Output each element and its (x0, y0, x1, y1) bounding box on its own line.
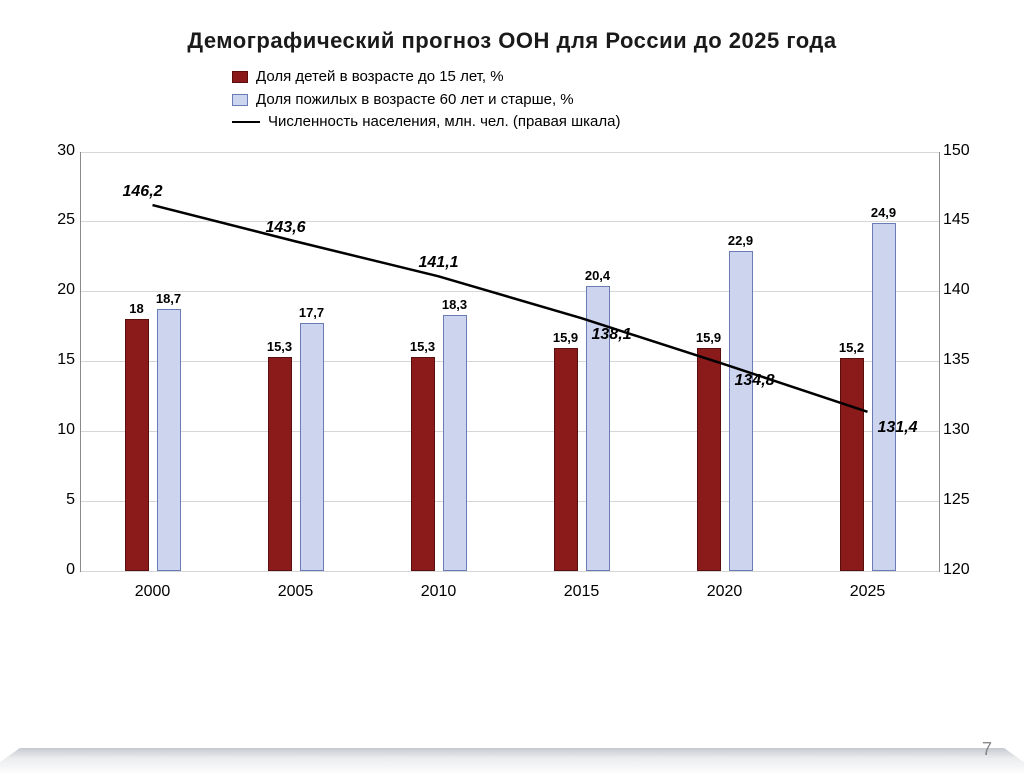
page-number: 7 (982, 739, 992, 760)
y-left-tick: 25 (47, 211, 75, 229)
gridline (81, 152, 939, 153)
bar-children (125, 319, 149, 570)
gridline (81, 571, 939, 572)
x-tick-label: 2015 (542, 583, 622, 601)
bar-children (268, 357, 292, 571)
bar-children-label: 15,9 (546, 330, 586, 345)
y-left-tick: 20 (47, 281, 75, 299)
population-label: 146,2 (123, 183, 163, 201)
bar-children (411, 357, 435, 571)
x-tick-label: 2000 (113, 583, 193, 601)
y-right-tick: 145 (943, 211, 983, 229)
legend-item-elderly: Доля пожилых в возрасте 60 лет и старше,… (232, 89, 792, 112)
y-left-tick: 10 (47, 421, 75, 439)
gridline (81, 361, 939, 362)
legend-label: Численность населения, млн. чел. (правая… (268, 111, 620, 134)
y-right-tick: 140 (943, 281, 983, 299)
children-swatch (232, 71, 248, 83)
y-right-tick: 130 (943, 421, 983, 439)
y-right-tick: 135 (943, 351, 983, 369)
bar-children-label: 15,3 (260, 339, 300, 354)
y-left-tick: 5 (47, 491, 75, 509)
x-tick-label: 2020 (685, 583, 765, 601)
legend-item-population: Численность населения, млн. чел. (правая… (232, 111, 792, 134)
y-left-tick: 30 (47, 142, 75, 160)
bar-children (554, 348, 578, 570)
elderly-swatch (232, 94, 248, 106)
bar-elderly-label: 18,3 (435, 297, 475, 312)
legend-label: Доля пожилых в возрасте 60 лет и старше,… (256, 89, 574, 112)
chart-title: Демографический прогноз ООН для России д… (20, 28, 1004, 54)
legend: Доля детей в возрасте до 15 лет, % Доля … (232, 66, 792, 134)
slide-shadow (0, 748, 1024, 775)
bar-elderly (300, 323, 324, 570)
gridline (81, 291, 939, 292)
x-tick-label: 2025 (828, 583, 908, 601)
bar-elderly (872, 223, 896, 571)
bar-elderly-label: 22,9 (721, 233, 761, 248)
bar-elderly-label: 18,7 (149, 291, 189, 306)
population-label: 143,6 (266, 219, 306, 237)
population-label: 138,1 (592, 326, 632, 344)
y-right-tick: 125 (943, 491, 983, 509)
bar-elderly-label: 20,4 (578, 268, 618, 283)
bar-elderly (443, 315, 467, 571)
bar-elderly-label: 17,7 (292, 305, 332, 320)
bar-children-label: 15,2 (832, 340, 872, 355)
plot-area: 0510152025301201251301351401451502000181… (80, 152, 940, 572)
x-tick-label: 2010 (399, 583, 479, 601)
population-label: 134,8 (735, 372, 775, 390)
y-right-tick: 150 (943, 142, 983, 160)
population-swatch (232, 121, 260, 123)
x-tick-label: 2005 (256, 583, 336, 601)
gridline (81, 501, 939, 502)
bar-children (697, 348, 721, 570)
bar-elderly (157, 309, 181, 570)
legend-item-children: Доля детей в возрасте до 15 лет, % (232, 66, 792, 89)
y-right-tick: 120 (943, 561, 983, 579)
chart: 0510152025301201251301351401451502000181… (40, 142, 980, 612)
bar-elderly (729, 251, 753, 571)
y-left-tick: 15 (47, 351, 75, 369)
gridline (81, 431, 939, 432)
population-label: 141,1 (419, 254, 459, 272)
bar-children (840, 358, 864, 570)
gridline (81, 221, 939, 222)
population-label: 131,4 (878, 419, 918, 437)
bar-elderly-label: 24,9 (864, 205, 904, 220)
bar-children-label: 15,3 (403, 339, 443, 354)
legend-label: Доля детей в возрасте до 15 лет, % (256, 66, 504, 89)
bar-children-label: 15,9 (689, 330, 729, 345)
y-left-tick: 0 (47, 561, 75, 579)
